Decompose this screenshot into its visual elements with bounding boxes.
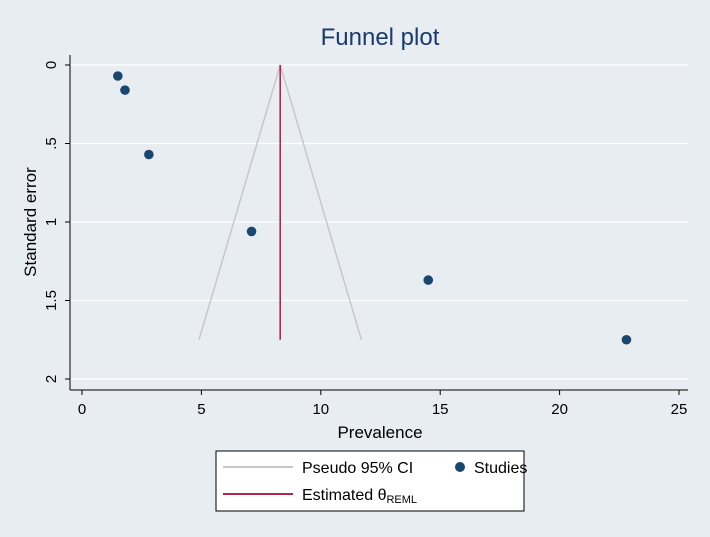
chart-title: Funnel plot bbox=[321, 24, 440, 51]
study-point bbox=[423, 275, 434, 285]
x-tick-label: 0 bbox=[78, 401, 86, 418]
legend-box bbox=[215, 450, 525, 512]
study-point bbox=[113, 71, 123, 81]
grid-lines bbox=[70, 55, 688, 390]
x-tick-label: 10 bbox=[312, 401, 329, 418]
legend-estimate-sub: REML bbox=[386, 494, 417, 506]
study-point bbox=[621, 334, 632, 345]
pseudo-ci-right-line bbox=[279, 64, 363, 340]
x-tick-label: 20 bbox=[551, 401, 568, 418]
y-tick-label: 0 bbox=[43, 61, 60, 69]
x-axis-label: Prevalence bbox=[337, 423, 422, 442]
y-axis-label: Standard error bbox=[21, 167, 40, 277]
pseudo-ci-left-line bbox=[198, 64, 281, 340]
y-tick-label: 2 bbox=[43, 375, 60, 383]
y-tick-label: 1 bbox=[43, 218, 60, 226]
study-point bbox=[144, 149, 154, 160]
legend-estimate-main: Estimated θ bbox=[302, 487, 387, 504]
x-tick-label: 25 bbox=[671, 401, 688, 418]
legend-studies-marker bbox=[455, 462, 465, 472]
legend-studies-label: Studies bbox=[474, 460, 527, 477]
legend-ci-label: Pseudo 95% CI bbox=[302, 460, 413, 477]
x-tick-label: 15 bbox=[432, 401, 449, 418]
y-tick-label: 1.5 bbox=[43, 290, 60, 311]
axes: 0.511.520 5 10 15 20 25 bbox=[43, 55, 688, 418]
legend: Pseudo 95% CI Studies Estimated θREML bbox=[215, 450, 527, 512]
legend-estimate-label: Estimated θREML bbox=[302, 487, 417, 506]
chart-marks bbox=[113, 64, 632, 345]
study-point bbox=[120, 85, 130, 95]
x-tick-label: 5 bbox=[197, 401, 205, 418]
study-point bbox=[246, 226, 257, 237]
y-tick-label: .5 bbox=[43, 137, 60, 150]
